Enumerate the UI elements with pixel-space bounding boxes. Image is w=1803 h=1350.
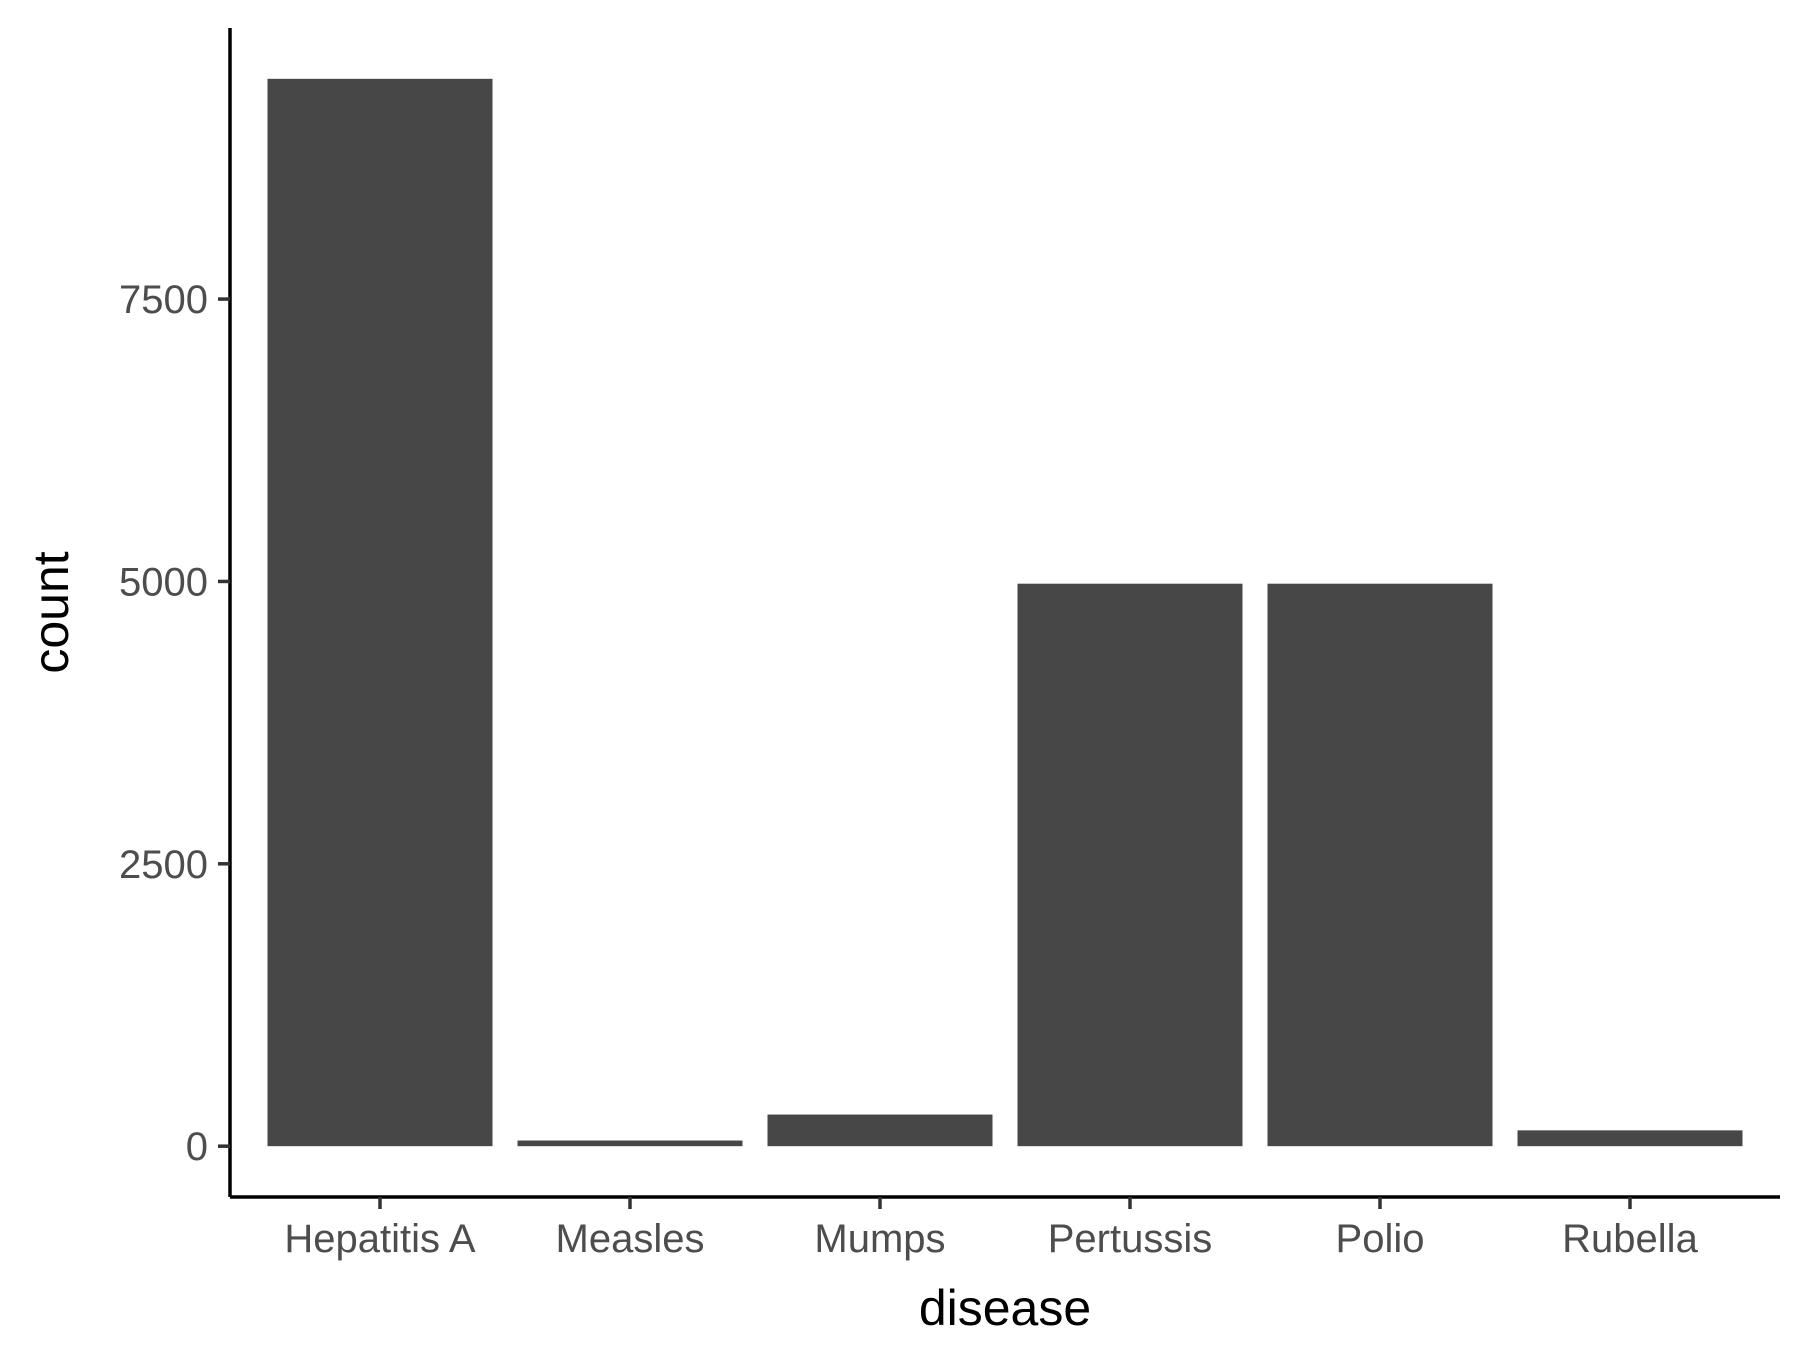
y-tick-label: 0 <box>186 1125 208 1169</box>
y-tick-label: 5000 <box>119 560 208 604</box>
y-tick-label: 7500 <box>119 278 208 322</box>
bar-polio <box>1267 583 1493 1147</box>
x-axis-title: disease <box>919 1280 1091 1336</box>
y-tick-label: 2500 <box>119 843 208 887</box>
y-axis-title: count <box>23 551 79 673</box>
bar-hepatitis-a <box>267 78 493 1147</box>
bar-rubella <box>1517 1130 1743 1147</box>
x-tick-label: Polio <box>1336 1217 1425 1261</box>
x-tick-label: Rubella <box>1562 1217 1698 1261</box>
x-tick-label: Mumps <box>814 1217 945 1261</box>
bars-layer <box>267 78 1743 1147</box>
y-axis: 0 2500 5000 7500 <box>119 28 232 1197</box>
x-axis: Hepatitis A Measles Mumps Pertussis Polio Rub… <box>230 1195 1780 1261</box>
x-tick-label: Pertussis <box>1048 1217 1213 1261</box>
bar-pertussis <box>1017 583 1243 1147</box>
bar-mumps <box>767 1114 993 1147</box>
x-tick-label: Measles <box>556 1217 705 1261</box>
x-tick-label: Hepatitis A <box>284 1217 476 1261</box>
bar-measles <box>517 1140 743 1147</box>
